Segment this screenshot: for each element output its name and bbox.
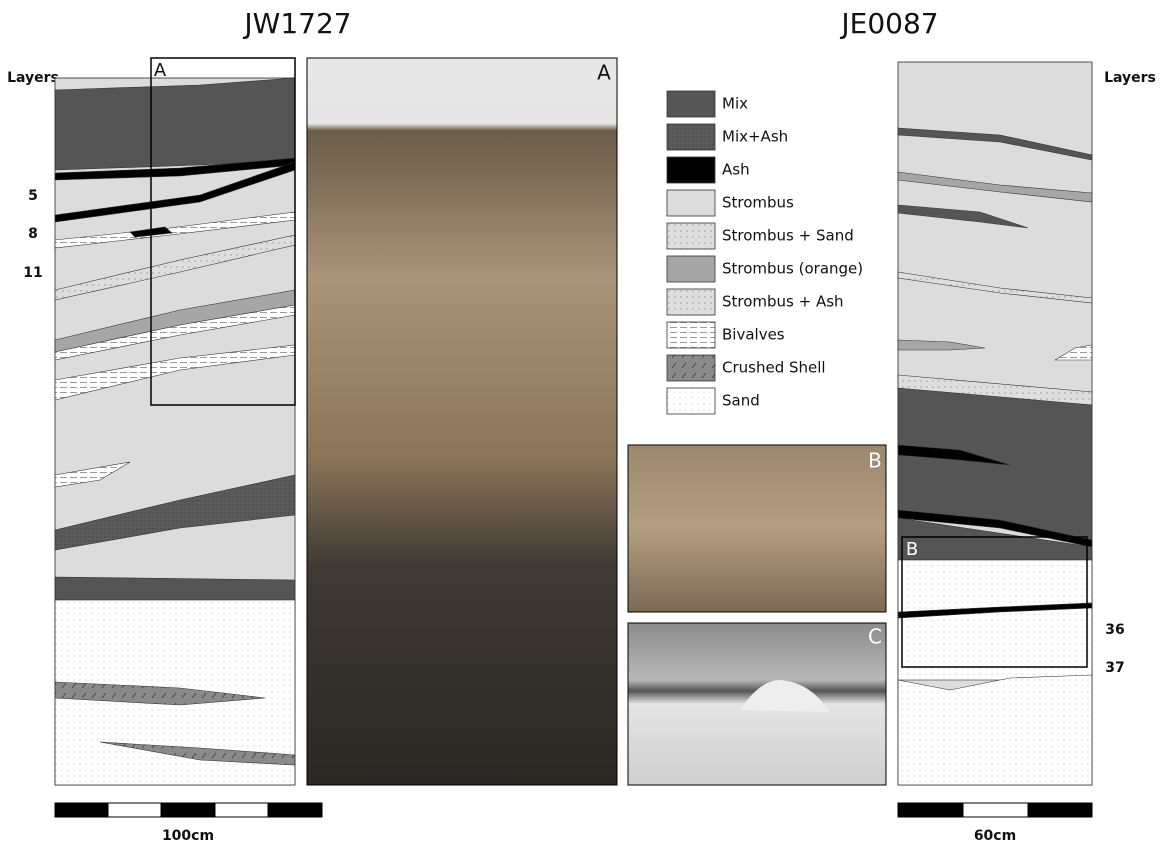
- legend-label: Strombus + Ash: [722, 293, 844, 311]
- section-title: JW1727: [242, 7, 351, 40]
- legend-label: Mix+Ash: [722, 128, 788, 146]
- layer-number: 36: [1105, 622, 1124, 638]
- photo-label: B: [868, 449, 882, 473]
- section-jw1727: [55, 78, 295, 785]
- photo: [307, 58, 617, 785]
- scale-label: 60cm: [974, 828, 1016, 844]
- scale-bar: [55, 803, 1092, 817]
- box-label: B: [906, 539, 918, 560]
- layer-number: 5: [28, 188, 38, 204]
- photo-label: C: [868, 625, 882, 649]
- section-je0087: [898, 62, 1092, 785]
- legend: [667, 91, 715, 414]
- legend-label: Ash: [722, 161, 750, 179]
- layers-label: Layers: [7, 70, 59, 86]
- scale-label: 100cm: [162, 828, 214, 844]
- layer-number: 37: [1105, 660, 1124, 676]
- box-label: A: [154, 60, 167, 81]
- legend-label: Bivalves: [722, 326, 785, 344]
- figure: JW1727 JE0087 Layers Layers 5 8 11 36 37…: [0, 0, 1163, 844]
- legend-label: Strombus (orange): [722, 260, 863, 278]
- legend-label: Sand: [722, 392, 760, 410]
- legend-label: Strombus + Sand: [722, 227, 854, 245]
- layers-label: Layers: [1104, 70, 1156, 86]
- legend-label: Mix: [722, 95, 748, 113]
- photo-label: A: [597, 61, 611, 85]
- legend-label: Crushed Shell: [722, 359, 826, 377]
- photo: [628, 445, 886, 612]
- legend-label: Strombus: [722, 194, 794, 212]
- section-title: JE0087: [839, 7, 938, 40]
- layer-number: 8: [28, 226, 38, 242]
- layer-number: 11: [23, 265, 42, 281]
